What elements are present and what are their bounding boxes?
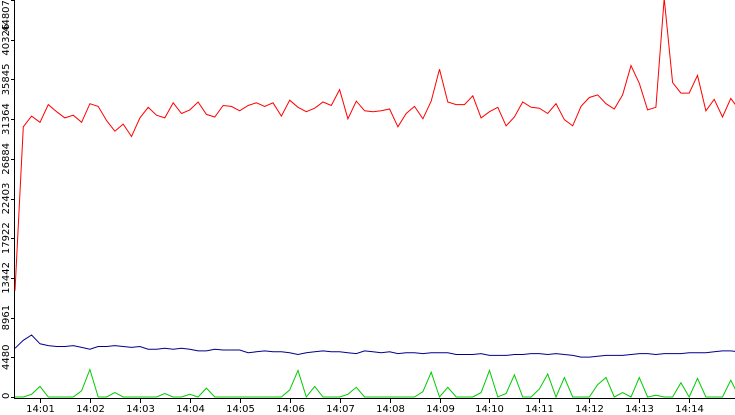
y-tick-label: 44807 [1, 0, 12, 32]
x-tick-label: 14:07 [326, 404, 355, 415]
x-tick-label: 14:08 [376, 404, 405, 415]
plot-area [14, 0, 735, 399]
x-axis-ticks: 14:01 14:02 14:03 14:04 14:05 14:06 14:07 14:08… [26, 398, 704, 415]
series-line-2 [14, 334, 735, 358]
x-tick-label: 14:02 [76, 404, 105, 415]
y-tick-label: 17922 [1, 222, 12, 254]
y-tick-label: 26884 [1, 143, 12, 175]
series-line-3 [15, 367, 735, 399]
axes [14, 0, 735, 399]
x-tick-label: 14:13 [625, 404, 654, 415]
y-tick-label: 0 [1, 393, 12, 399]
y-tick-label: 22403 [1, 183, 12, 215]
y-tick-label: 4480 [1, 345, 12, 370]
series-line-1 [14, 0, 735, 291]
y-tick-label: 8961 [1, 305, 12, 330]
x-tick-label: 14:12 [575, 404, 604, 415]
x-tick-label: 14:06 [276, 404, 305, 415]
y-tick-label: 31364 [1, 103, 12, 135]
y-axis-ticks: 0 4480 8961 13442 17922 22403 26884 31364 35845 4… [1, 0, 15, 399]
y-tick-label: 40326 [1, 24, 12, 56]
x-tick-label: 14:01 [26, 404, 55, 415]
x-tick-label: 14:11 [525, 404, 554, 415]
y-tick-label: 35845 [1, 63, 12, 95]
x-tick-label: 14:09 [426, 404, 455, 415]
x-tick-label: 14:10 [475, 404, 504, 415]
x-tick-label: 14:04 [176, 404, 205, 415]
y-tick-label: 13442 [1, 262, 12, 294]
x-tick-label: 14:14 [675, 404, 704, 415]
x-tick-label: 14:05 [226, 404, 255, 415]
x-tick-label: 14:03 [126, 404, 155, 415]
